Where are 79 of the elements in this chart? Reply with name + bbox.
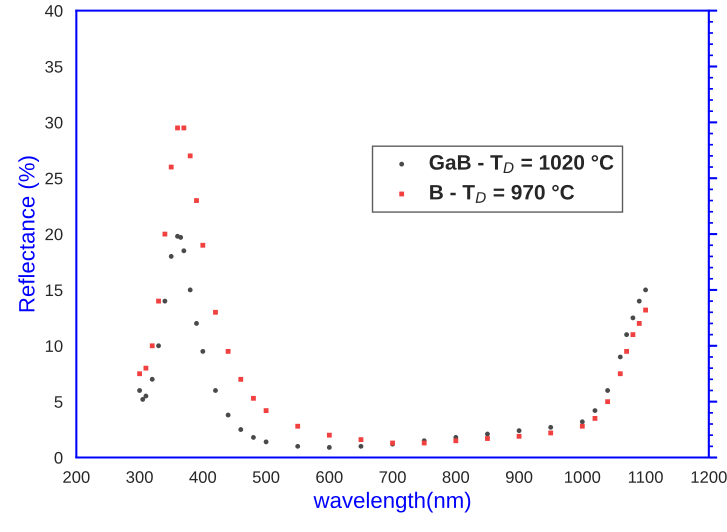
y-tick-label: 0 bbox=[54, 452, 62, 464]
point bbox=[580, 419, 585, 424]
point bbox=[168, 254, 174, 259]
x-tick-label: 200 bbox=[63, 471, 90, 483]
point bbox=[251, 435, 256, 440]
point bbox=[485, 436, 490, 441]
y-tick-label: 25 bbox=[45, 172, 62, 184]
point bbox=[181, 248, 186, 254]
point bbox=[137, 388, 142, 393]
y-axis-title: Reflectance (%) bbox=[18, 156, 40, 312]
point bbox=[181, 126, 186, 130]
x-tick-label: 1200 bbox=[692, 471, 727, 483]
point bbox=[618, 354, 623, 360]
y-tick-label: 30 bbox=[45, 116, 62, 129]
point bbox=[636, 298, 642, 304]
point bbox=[226, 412, 231, 418]
y-tick-label: 10 bbox=[46, 340, 62, 352]
legend-label: B - T$_{D}$ = 970 °C bbox=[430, 184, 574, 203]
point bbox=[188, 153, 193, 158]
x-tick-label: 1000 bbox=[565, 471, 600, 483]
point bbox=[548, 424, 554, 430]
point bbox=[636, 321, 642, 326]
point bbox=[624, 348, 630, 354]
point bbox=[643, 288, 648, 292]
point bbox=[605, 388, 610, 393]
point bbox=[326, 445, 332, 450]
x-axis-title: wavelength(nm) bbox=[314, 492, 470, 513]
point bbox=[200, 348, 206, 354]
x-tick-label: 700 bbox=[380, 471, 406, 483]
point bbox=[175, 126, 180, 130]
x-tick-label: 300 bbox=[126, 471, 153, 483]
point bbox=[194, 198, 199, 203]
point bbox=[168, 164, 174, 170]
point bbox=[178, 235, 184, 240]
point bbox=[162, 232, 168, 236]
point bbox=[226, 348, 231, 354]
x-tick-label: 1100 bbox=[628, 471, 663, 483]
x-tick-label: 800 bbox=[442, 471, 470, 483]
point bbox=[295, 444, 300, 449]
y-tick-label: 5 bbox=[54, 396, 62, 408]
y-tick-label: 15 bbox=[46, 284, 62, 296]
point bbox=[264, 408, 268, 414]
point bbox=[358, 437, 364, 442]
point bbox=[188, 288, 193, 292]
point bbox=[213, 310, 218, 315]
point bbox=[605, 399, 610, 404]
point bbox=[156, 298, 161, 304]
y-tick-label: 40 bbox=[44, 5, 62, 17]
point bbox=[194, 321, 199, 326]
point bbox=[238, 427, 244, 432]
point bbox=[592, 416, 598, 421]
x-tick-label: 600 bbox=[316, 471, 343, 483]
point bbox=[485, 432, 490, 436]
x-tick-label: 400 bbox=[189, 471, 216, 483]
point bbox=[156, 343, 161, 348]
point bbox=[251, 396, 256, 401]
point bbox=[150, 376, 155, 382]
point bbox=[630, 315, 636, 320]
point bbox=[592, 408, 598, 414]
point bbox=[516, 428, 522, 434]
point bbox=[264, 439, 268, 444]
point bbox=[422, 440, 427, 446]
point bbox=[358, 444, 364, 449]
point bbox=[643, 308, 648, 312]
point bbox=[144, 394, 148, 398]
point bbox=[162, 298, 168, 304]
y-tick-label: 20 bbox=[45, 228, 62, 240]
point bbox=[624, 332, 630, 338]
point bbox=[516, 434, 522, 439]
point bbox=[548, 430, 554, 436]
point bbox=[137, 371, 142, 376]
x-tick-label: 900 bbox=[506, 471, 532, 483]
legend-label: GaB - T$_{D}$ = 1020 °C bbox=[430, 155, 614, 173]
y-tick-label: 35 bbox=[45, 60, 62, 73]
x-tick-label: 500 bbox=[252, 471, 280, 483]
point bbox=[140, 397, 146, 402]
point bbox=[630, 332, 636, 338]
point bbox=[213, 388, 218, 393]
point bbox=[144, 366, 148, 371]
